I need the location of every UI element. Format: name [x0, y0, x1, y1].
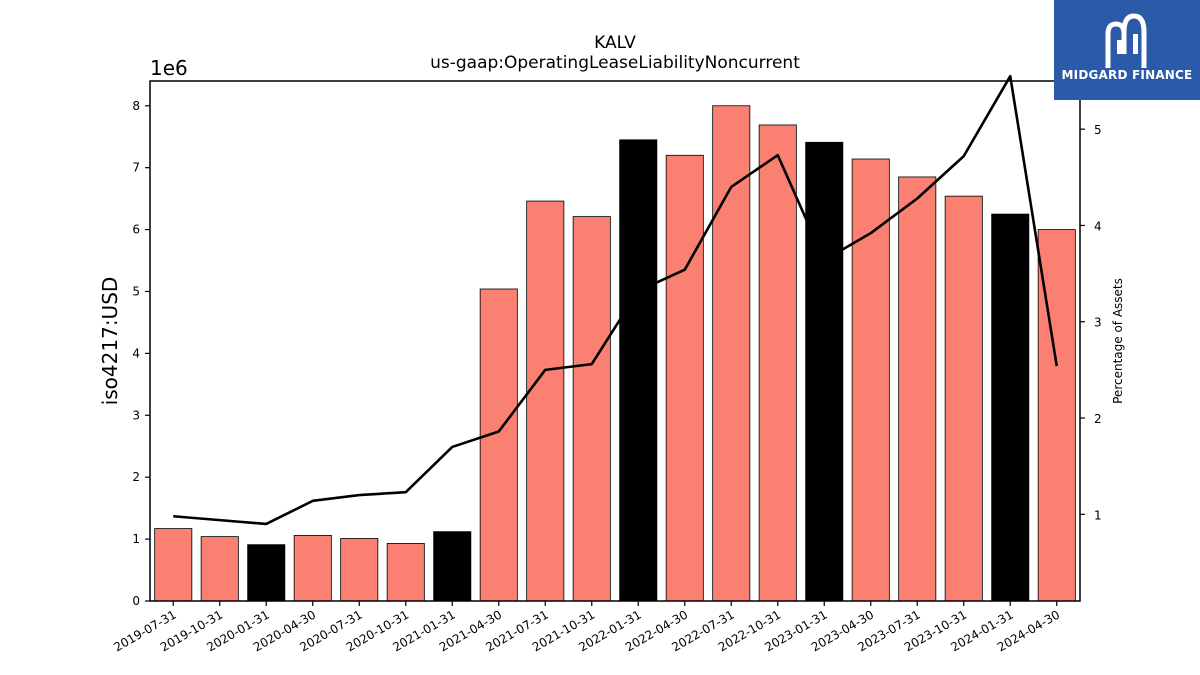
y-tick-label: 3: [132, 408, 140, 422]
y-axis-label: iso4217:USD: [98, 277, 122, 406]
bar: [340, 538, 379, 602]
y2-tick-label: 2: [1094, 412, 1102, 426]
logo-text: MIDGARD FINANCE: [1061, 68, 1193, 82]
bar: [898, 176, 937, 602]
bar: [200, 536, 239, 602]
y2-tick-label: 1: [1094, 508, 1102, 522]
chart-subtitle: us-gaap:OperatingLeaseLiabilityNoncurren…: [430, 53, 800, 73]
bar: [944, 195, 983, 602]
bar: [433, 531, 472, 602]
y-tick-label: 7: [132, 161, 140, 175]
bar: [247, 544, 286, 602]
bar: [712, 105, 751, 602]
bar: [572, 216, 611, 602]
chart-title: KALV: [594, 33, 636, 53]
bar: [479, 288, 518, 602]
y2-tick-label: 3: [1094, 316, 1102, 330]
y-tick-label: 4: [132, 346, 140, 360]
y-tick-label: 1: [132, 532, 140, 546]
y-tick-label: 8: [132, 99, 140, 113]
y-tick-label: 0: [132, 594, 140, 608]
y2-tick-label: 4: [1094, 219, 1102, 233]
bar: [805, 141, 844, 602]
line-layer: [173, 74, 1059, 526]
bars-layer: [154, 105, 1076, 602]
series-line: [173, 74, 1059, 526]
y-exponent-label: 1e6: [150, 56, 188, 80]
y2-tick-label: 5: [1094, 123, 1102, 137]
y-tick-label: 5: [132, 284, 140, 298]
bar: [665, 154, 704, 602]
y-tick-label: 6: [132, 223, 140, 237]
y2-axis-label: Percentage of Assets: [1111, 278, 1125, 404]
bar: [526, 200, 565, 602]
bar: [154, 528, 193, 602]
y-axis-left: 0 1 2 3 4 5 6 7 8: [132, 99, 150, 608]
bar: [851, 158, 890, 602]
y-axis-right: 1 2 3 4 5: [1080, 123, 1102, 522]
midgard-logo-icon: [1105, 13, 1147, 68]
bar: [991, 213, 1030, 602]
bar: [293, 534, 332, 602]
plot-frame: [149, 80, 1081, 602]
bar: [386, 543, 425, 602]
y-tick-label: 2: [132, 470, 140, 484]
x-axis: 2019-07-312019-10-312020-01-312020-04-30…: [111, 601, 1062, 654]
company-logo: MIDGARD FINANCE: [1054, 0, 1200, 100]
bar: [758, 124, 797, 602]
bar: [619, 139, 658, 602]
